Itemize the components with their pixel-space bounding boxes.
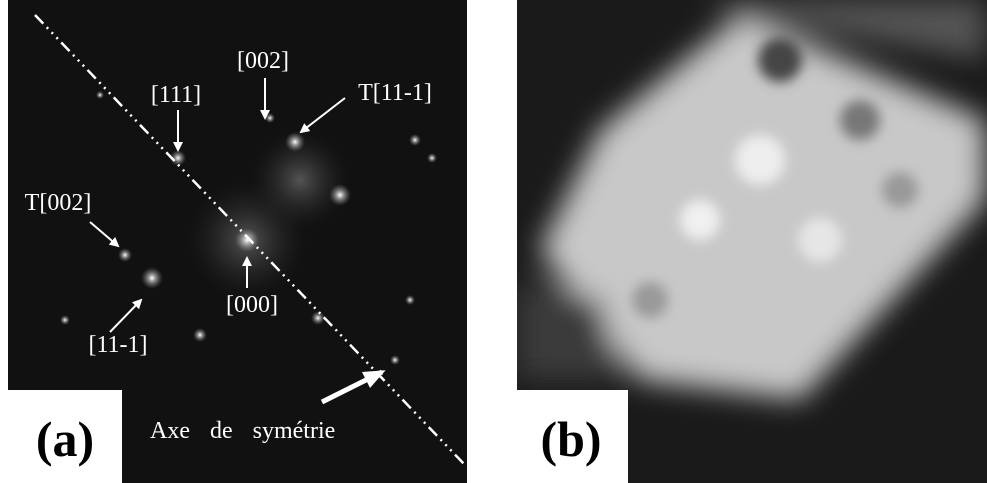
- annotation: [111]: [151, 82, 201, 108]
- panel-label: (a): [36, 411, 94, 467]
- annotation: [11-1]: [88, 332, 147, 358]
- texture: [632, 38, 918, 318]
- panel-b: (b): [517, 0, 987, 483]
- annotation: [000]: [226, 292, 278, 318]
- axis-caption: Axe de symétrie: [150, 418, 335, 444]
- panel-label: (b): [540, 411, 601, 467]
- arrow: [299, 97, 346, 134]
- label-box: [517, 390, 628, 483]
- annotation: T[002]: [25, 190, 92, 216]
- arrow: [89, 221, 120, 248]
- panel-a: [002] [111] T[11-1] T[002] [000] [11-1] …: [8, 0, 467, 483]
- axis-arrow: [320, 369, 386, 405]
- label-box: [8, 390, 122, 483]
- annotation: T[11-1]: [358, 80, 432, 106]
- annotation: [002]: [237, 48, 289, 74]
- arrow: [109, 298, 143, 333]
- symmetry-axis: [34, 14, 466, 466]
